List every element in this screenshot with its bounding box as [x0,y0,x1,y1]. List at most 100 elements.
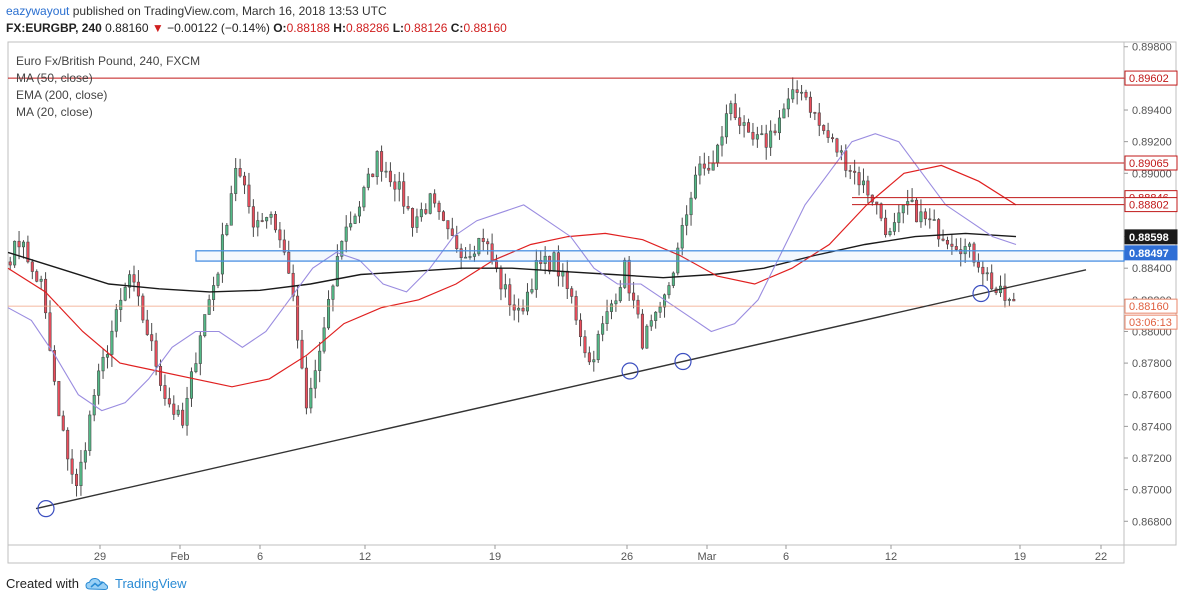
price-axis [1123,41,1177,546]
legend-ema200[interactable]: EMA (200, close) [16,88,108,102]
candle-body [813,112,817,114]
candle-body [1012,298,1016,302]
x-tick-label: 19 [1014,551,1026,563]
candle-body [499,268,503,290]
created-with-label: Created with [6,576,79,591]
legend-ma50[interactable]: MA (50, close) [16,71,93,85]
candle-body [755,134,759,140]
candle-body [1003,285,1007,301]
candle-body [822,125,826,131]
candle-body [685,214,689,226]
legend-title: Euro Fx/British Pound, 240, FXCM [16,54,201,68]
support-zone [195,250,1125,262]
candle-body [517,307,521,311]
candle-body [366,173,370,188]
candle-body [707,167,711,171]
candle-body [503,284,507,290]
candle-body [698,163,702,176]
candle-body [786,98,790,110]
candle-body [808,96,812,113]
candle-body [57,381,61,417]
candle-body [769,130,773,148]
y-tick-label: 0.86800 [1132,516,1172,528]
x-tick-label: 12 [885,551,897,563]
candle-body [605,311,609,324]
tradingview-cloud-icon[interactable] [85,577,109,591]
x-tick-label: 6 [783,551,789,563]
price-label-countdown: 03:06:13 [1129,317,1172,329]
candle-body [831,137,835,140]
candle-body [260,220,264,222]
candle-body [70,458,74,475]
price-label-resistance: 0.88802 [1129,200,1169,212]
candle-body [645,325,649,349]
candle-body [203,314,207,337]
candle-body [256,220,260,228]
candle-body [455,235,459,250]
candle-body [388,170,392,183]
candle-body [406,205,410,209]
candle-body [658,306,662,313]
candle-body [194,363,198,373]
legend-ma20[interactable]: MA (20, close) [16,105,93,119]
candle-body [26,241,30,263]
candle-body [693,174,697,199]
candle-body [61,415,65,431]
candle-body [477,237,481,255]
candle-body [671,272,675,286]
swing-low-marker [621,362,639,380]
candle-body [185,397,189,426]
candle-body [304,367,308,409]
rising-trendline [35,269,1087,510]
y-tick-label: 0.89800 [1132,42,1172,54]
candle-body [928,218,932,221]
candle-body [225,224,229,236]
candle-body [441,211,445,221]
candle-body [574,296,578,321]
author-link[interactable]: eazywayout [6,4,70,18]
y-tick-label: 0.89200 [1132,137,1172,149]
candle-body [198,335,202,364]
candle-body [13,240,17,266]
chart-legend: Euro Fx/British Pound, 240, FXCM MA (50,… [16,53,200,121]
candle-body [976,261,980,268]
candle-body [468,256,472,258]
candle-body [300,339,304,369]
candle-body [21,241,25,248]
y-tick-label: 0.89400 [1132,105,1172,117]
candle-body [592,359,596,363]
x-tick-label: Feb [171,551,190,563]
candle-body [327,299,331,329]
candle-body [114,309,118,332]
candle-body [932,219,936,221]
candle-body [985,272,989,275]
candle-body [627,259,631,294]
close-label: C: [450,21,464,35]
y-tick-label: 0.87000 [1132,485,1172,497]
candle-body [530,289,534,293]
candle-body [123,286,127,301]
candle-body [570,288,574,297]
candle-body [393,181,397,190]
candle-body [923,211,927,220]
candle-body [711,162,715,171]
low-label: L: [392,21,405,35]
candle-body [30,261,34,272]
candle-body [875,201,879,205]
tradingview-link[interactable]: TradingView [114,576,187,591]
swing-low-marker [674,352,692,371]
price-change: −0.00122 (−0.14%) [167,21,270,35]
candle-body [8,261,12,266]
y-tick-label: 0.87400 [1132,421,1172,433]
candle-body [17,240,21,248]
candle-body [464,256,468,259]
candle-body [207,299,211,315]
price-label-box [1124,197,1178,213]
candle-body [539,260,543,264]
candle-body [459,248,463,259]
candle-body [163,385,167,399]
candle-body [238,168,242,177]
candle-body [247,184,251,207]
candle-body [35,271,39,282]
